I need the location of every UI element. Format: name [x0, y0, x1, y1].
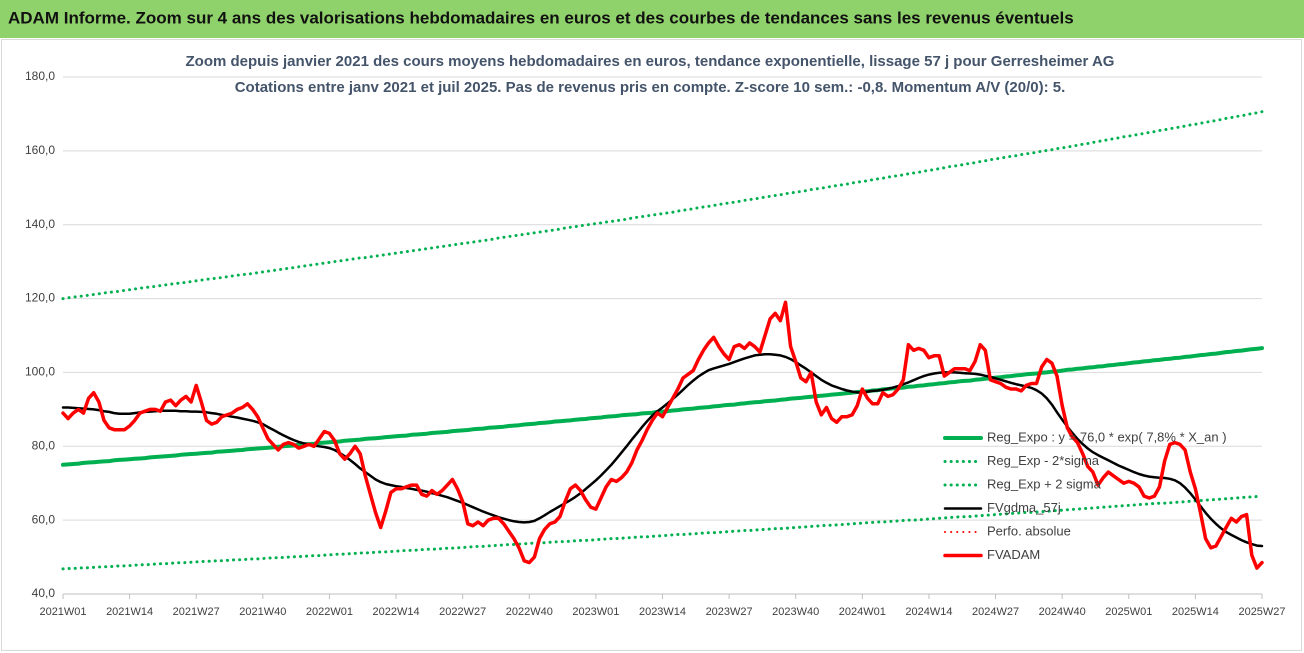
- x-tick-label: 2025W27: [1238, 606, 1285, 618]
- x-tick-label: 2023W01: [572, 606, 619, 618]
- series-line: [61, 110, 1264, 301]
- series-line: [61, 300, 1264, 570]
- legend-label: Reg_Expo : y = 76,0 * exp( 7,8% * X_an ): [987, 429, 1227, 444]
- series-line: [61, 494, 1264, 571]
- x-tick-label: 2024W27: [972, 606, 1019, 618]
- legend-label: Reg_Exp - 2*sigma: [987, 453, 1100, 468]
- x-tick-label: 2022W14: [373, 606, 420, 618]
- y-tick-label: 80,0: [32, 438, 56, 452]
- title-bar: [0, 0, 1304, 38]
- chart-subtitle: Zoom depuis janvier 2021 des cours moyen…: [186, 53, 1115, 70]
- x-tick-label: 2023W27: [706, 606, 753, 618]
- y-tick-label: 140,0: [25, 217, 55, 231]
- x-tick-label: 2022W27: [439, 606, 486, 618]
- x-tick-label: 2023W14: [639, 606, 686, 618]
- x-tick-label: 2024W40: [1039, 606, 1086, 618]
- chart-subtitle: Cotations entre janv 2021 et juil 2025. …: [235, 79, 1066, 96]
- x-tick-label: 2021W01: [39, 606, 86, 618]
- chart-title: ADAM Informe. Zoom sur 4 ans des valoris…: [8, 8, 1074, 27]
- x-tick-label: 2024W01: [839, 606, 886, 618]
- y-tick-label: 160,0: [25, 143, 55, 157]
- legend-label: Perfo. absolue: [987, 523, 1071, 538]
- series-line: [61, 346, 1264, 467]
- y-tick-label: 120,0: [25, 291, 55, 305]
- legend-label: Reg_Exp + 2 sigma: [987, 476, 1102, 491]
- x-tick-label: 2025W01: [1105, 606, 1152, 618]
- x-tick-label: 2021W40: [239, 606, 286, 618]
- x-tick-label: 2021W27: [173, 606, 220, 618]
- legend-label: FVgdma_57j: [987, 500, 1061, 515]
- x-tick-label: 2025W14: [1172, 606, 1219, 618]
- y-tick-label: 60,0: [32, 512, 56, 526]
- y-tick-label: 100,0: [25, 365, 55, 379]
- y-tick-label: 180,0: [25, 69, 55, 83]
- x-tick-label: 2021W14: [106, 606, 153, 618]
- x-tick-label: 2022W40: [506, 606, 553, 618]
- x-tick-label: 2022W01: [306, 606, 353, 618]
- y-tick-label: 40,0: [32, 586, 56, 600]
- x-tick-label: 2024W14: [905, 606, 952, 618]
- legend-label: FVADAM: [987, 547, 1040, 562]
- chart-border: [1, 39, 1302, 651]
- x-tick-label: 2023W40: [772, 606, 819, 618]
